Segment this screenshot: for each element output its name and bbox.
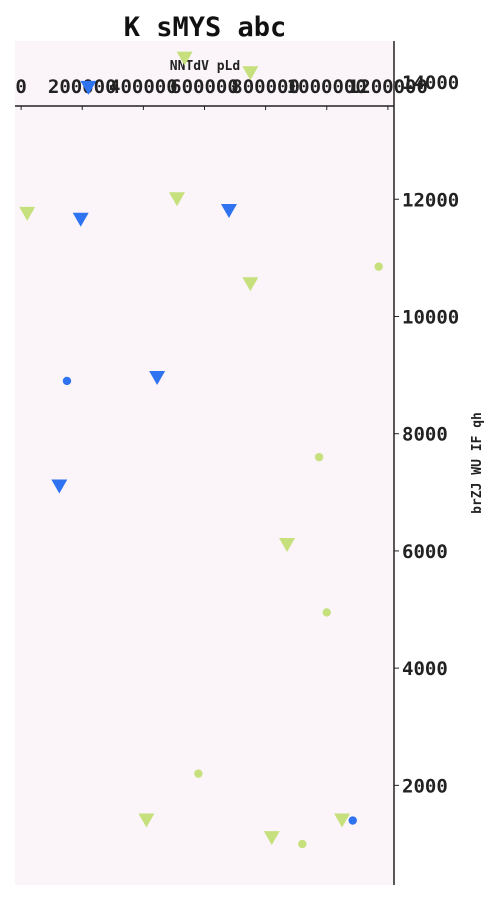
y-tick-label: 8000 [402,424,448,446]
y-tick-label: 6000 [402,541,448,563]
chart-title: K sMYS abc [124,12,287,43]
y-tick-label: 12000 [402,189,459,211]
x-tick-label: 200000 [48,76,117,98]
x-tick-label: 0 [15,76,26,98]
x-tick-label: 800000 [231,76,300,98]
data-point-triangle [220,203,237,218]
y-tick-label: 10000 [402,306,459,328]
data-point-triangle [263,831,280,846]
data-point-circle [194,769,203,778]
data-point-triangle [72,212,89,227]
data-point-triangle [334,813,351,828]
data-point-circle [298,839,307,849]
data-point-triangle [51,479,68,494]
data-points [19,51,383,849]
y-axis-label: brZJ WU IF qh [470,412,485,514]
x-tick-label: 600000 [170,76,239,98]
x-tick-label: 1000000 [287,76,367,98]
y-tick-label: 2000 [402,775,448,797]
data-point-circle [62,376,72,386]
data-point-triangle [149,371,166,386]
data-point-circle [314,452,324,462]
y-tick-label: 14000 [402,72,459,94]
data-point-triangle [80,80,97,95]
data-point-circle [374,262,383,271]
data-point-triangle [138,813,155,828]
x-tick-label: 400000 [109,76,178,98]
data-point-triangle [19,206,36,221]
plot-background [15,41,394,885]
data-point-circle [322,608,331,617]
x-tick-label: 1200000 [348,76,428,98]
data-point-triangle [168,192,185,207]
data-point-triangle [242,277,259,292]
x-axis-label: NNTdV pLd [170,59,240,74]
y-axis-ticks: 2000 4000 6000 8000 10000 12000 14000 [394,72,459,797]
data-point-triangle [242,66,259,81]
y-tick-label: 4000 [402,658,448,680]
data-point-circle [348,816,357,825]
data-point-triangle [279,538,296,553]
data-point-triangle [176,51,193,66]
